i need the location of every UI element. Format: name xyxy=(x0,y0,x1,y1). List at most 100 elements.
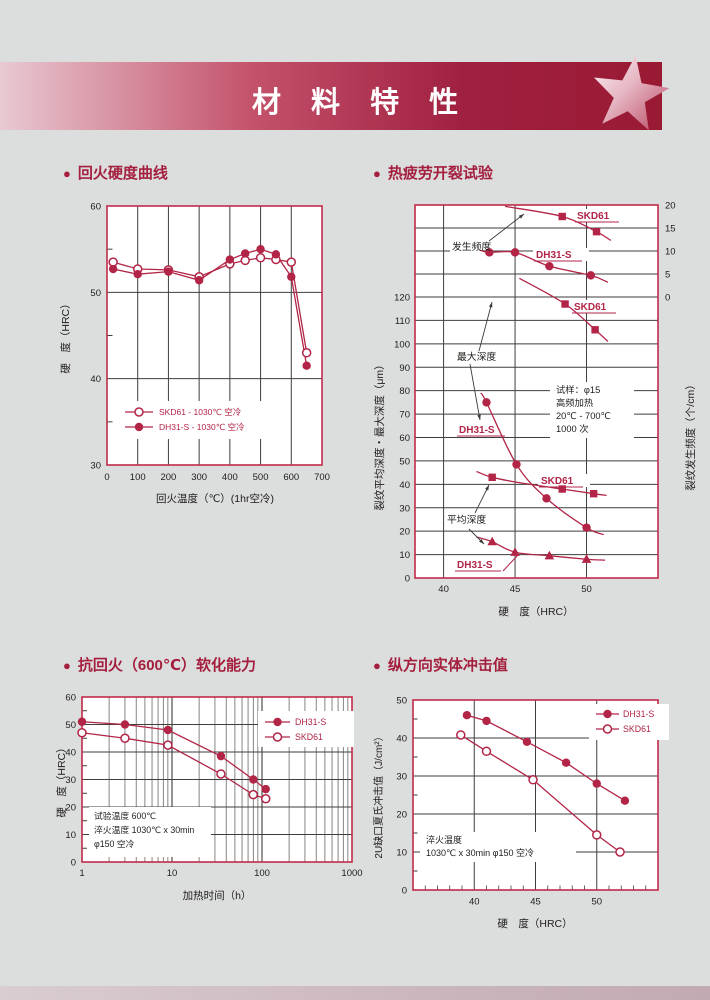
svg-text:回火温度（℃）(1hr空冷): 回火温度（℃）(1hr空冷) xyxy=(156,492,274,505)
svg-text:100: 100 xyxy=(130,472,146,483)
svg-text:1030℃ x 30min φ150 空冷: 1030℃ x 30min φ150 空冷 xyxy=(426,847,534,858)
title-banner: 材 料 特 性 xyxy=(0,55,670,131)
svg-text:50: 50 xyxy=(591,897,602,908)
svg-text:300: 300 xyxy=(191,472,207,483)
svg-text:70: 70 xyxy=(399,410,410,421)
svg-text:15: 15 xyxy=(665,224,676,235)
svg-text:40: 40 xyxy=(399,480,410,491)
chart-thermal-fatigue: 0 10 20 30 40 50 60 70 80 90 100 110 120 0 5 10 15 20 40 45… xyxy=(370,195,705,640)
svg-text:硬 度（HRC）: 硬 度（HRC） xyxy=(55,742,68,817)
svg-text:硬 度（HRC）: 硬 度（HRC） xyxy=(59,298,72,373)
svg-text:40: 40 xyxy=(65,748,76,759)
svg-text:20℃ - 700℃: 20℃ - 700℃ xyxy=(556,411,611,421)
svg-text:SKD61: SKD61 xyxy=(574,302,607,313)
svg-text:DH31-S: DH31-S xyxy=(623,709,654,719)
svg-text:80: 80 xyxy=(399,386,410,397)
series-SKD61 xyxy=(456,730,625,857)
star-icon xyxy=(594,55,670,131)
svg-text:SKD61: SKD61 xyxy=(541,476,574,487)
bullet-icon: ● xyxy=(373,166,381,181)
svg-text:10: 10 xyxy=(396,848,407,859)
series-DH31-S xyxy=(462,711,630,805)
series-发生频度-DH31-S xyxy=(479,248,609,283)
svg-text:200: 200 xyxy=(160,472,176,483)
svg-text:淬火温度 1030℃ x 30min: 淬火温度 1030℃ x 30min xyxy=(94,824,194,835)
svg-text:20: 20 xyxy=(65,803,76,814)
svg-text:发生频度: 发生频度 xyxy=(452,240,491,253)
svg-text:1: 1 xyxy=(79,868,84,879)
svg-text:110: 110 xyxy=(395,316,410,327)
svg-text:裂纹发生频度（个/cm）: 裂纹发生频度（个/cm） xyxy=(684,379,697,490)
svg-text:10: 10 xyxy=(665,247,676,258)
svg-text:0: 0 xyxy=(402,886,407,897)
impact-value-plot: 0 10 20 30 40 50 40 45 50 硬 度（HRC） 2U缺口夏氏冲击值（J/cm²… xyxy=(372,696,669,930)
svg-text:20: 20 xyxy=(396,810,407,821)
svg-text:裂纹平均深度・最大深度（μm）: 裂纹平均深度・最大深度（μm） xyxy=(373,359,386,510)
bullet-icon: ● xyxy=(373,658,381,673)
section-title-softening: ● 抗回火（600℃）软化能力 xyxy=(63,654,256,675)
section-title-text: 热疲劳开裂试验 xyxy=(387,165,493,182)
svg-text:600: 600 xyxy=(283,472,299,483)
svg-text:30: 30 xyxy=(90,461,101,472)
svg-text:0: 0 xyxy=(665,293,670,304)
svg-text:10: 10 xyxy=(65,830,76,841)
svg-text:60: 60 xyxy=(90,202,101,213)
svg-text:90: 90 xyxy=(399,363,410,374)
section-title-tempering-hardness: ● 回火硬度曲线 xyxy=(63,162,168,183)
svg-text:0: 0 xyxy=(104,472,109,483)
svg-text:50: 50 xyxy=(399,456,410,467)
svg-text:SKD61: SKD61 xyxy=(577,211,610,222)
chart-softening-resistance: 0 10 20 30 40 50 60 1 10 100 1000 加热时间（h） 硬 度（HRC） 试验… xyxy=(55,685,370,930)
svg-text:硬 度（HRC）: 硬 度（HRC） xyxy=(497,917,572,930)
svg-text:40: 40 xyxy=(438,584,449,595)
section-title-text: 回火硬度曲线 xyxy=(77,165,168,182)
svg-text:试样：φ15: 试样：φ15 xyxy=(556,384,600,395)
svg-text:SKD61: SKD61 xyxy=(295,732,323,742)
series-平均深度-DH31-S xyxy=(476,536,606,563)
svg-text:40: 40 xyxy=(90,374,101,385)
svg-text:50: 50 xyxy=(65,720,76,731)
svg-text:100: 100 xyxy=(254,868,270,879)
section-title-thermal-fatigue: ● 热疲劳开裂试验 xyxy=(373,162,493,183)
svg-text:50: 50 xyxy=(396,696,407,707)
svg-text:φ150 空冷: φ150 空冷 xyxy=(94,838,135,849)
svg-text:DH31-S: DH31-S xyxy=(457,560,493,571)
svg-text:400: 400 xyxy=(222,472,238,483)
softening-resistance-plot: 0 10 20 30 40 50 60 1 10 100 1000 加热时间（h） 硬 度（HRC） 试验… xyxy=(55,693,363,903)
svg-text:SKD61 - 1030℃ 空冷: SKD61 - 1030℃ 空冷 xyxy=(159,407,242,417)
svg-text:10: 10 xyxy=(167,868,178,879)
chart-impact-value: 0 10 20 30 40 50 40 45 50 硬 度（HRC） 2U缺口夏氏冲击值（J/cm²… xyxy=(370,685,705,945)
series-SKD61 xyxy=(77,728,271,804)
svg-text:45: 45 xyxy=(530,897,541,908)
svg-text:30: 30 xyxy=(399,503,410,514)
svg-text:50: 50 xyxy=(90,288,101,299)
page-title: 材 料 特 性 xyxy=(252,87,470,119)
series-平均深度-SKD61 xyxy=(476,470,607,498)
svg-text:40: 40 xyxy=(396,734,407,745)
svg-text:1000 次: 1000 次 xyxy=(556,423,589,434)
svg-text:30: 30 xyxy=(396,772,407,783)
svg-text:DH31-S: DH31-S xyxy=(295,717,326,727)
svg-text:20: 20 xyxy=(665,201,676,212)
svg-text:700: 700 xyxy=(314,472,330,483)
series-最大深度-DH31-S xyxy=(480,392,604,536)
chart-tempering-hardness: 30 40 50 60 0 100 200 300 400 500 600 700 回火温度（℃）(1h… xyxy=(55,188,365,525)
svg-text:DH31-S: DH31-S xyxy=(536,250,572,261)
series-lines xyxy=(112,248,308,366)
bullet-icon: ● xyxy=(63,658,71,673)
svg-text:50: 50 xyxy=(581,584,592,595)
svg-text:SKD61: SKD61 xyxy=(623,724,651,734)
thermal-fatigue-plot: 0 10 20 30 40 50 60 70 80 90 100 110 120 0 5 10 15 20 40 45… xyxy=(373,201,697,619)
svg-text:0: 0 xyxy=(71,858,76,869)
series-发生频度-SKD61 xyxy=(504,205,612,241)
svg-text:0: 0 xyxy=(405,574,410,585)
svg-text:加热时间（h）: 加热时间（h） xyxy=(183,889,252,902)
footer-strip xyxy=(0,986,710,1000)
svg-text:120: 120 xyxy=(394,293,410,304)
section-title-impact: ● 纵方向实体冲击值 xyxy=(373,654,508,675)
svg-text:60: 60 xyxy=(65,693,76,704)
svg-text:100: 100 xyxy=(394,339,410,350)
svg-text:60: 60 xyxy=(399,433,410,444)
